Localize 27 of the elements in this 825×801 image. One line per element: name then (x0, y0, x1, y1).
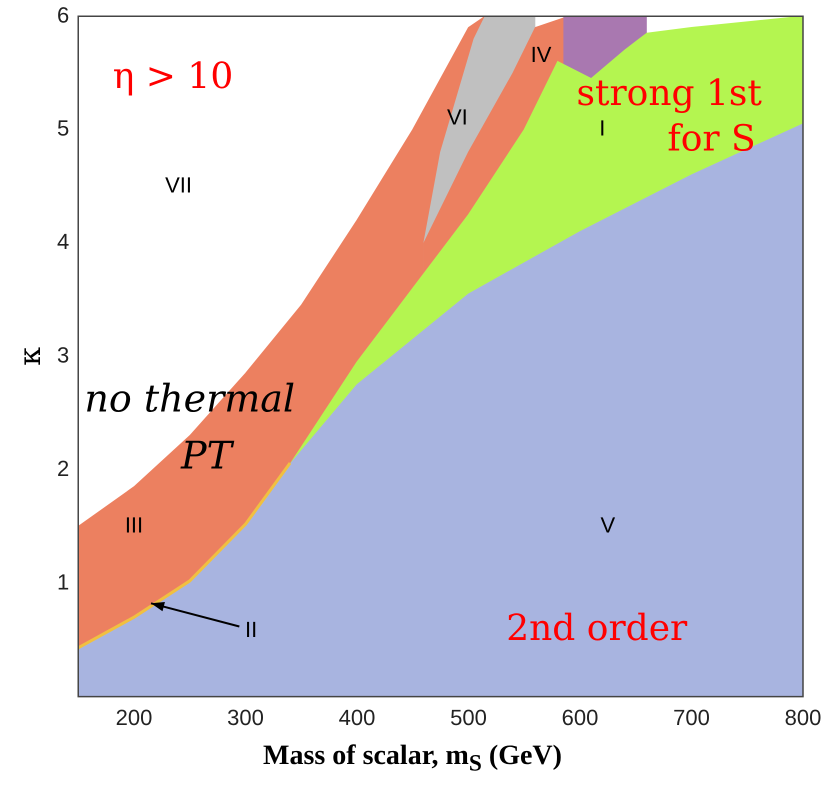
x-axis-title: Mass of scalar, m$_{S}$ (GeV) (262, 740, 563, 778)
annotation: 2nd order (506, 608, 688, 650)
y-axis-title: κ (12, 346, 48, 366)
y-tick-label: 4 (56, 229, 70, 254)
y-tick-label: 5 (56, 116, 70, 141)
x-tick-label: 800 (784, 704, 822, 730)
x-tick-label: 200 (116, 704, 152, 730)
y-tick-label: 2 (56, 456, 70, 481)
y-tick-label: 6 (56, 2, 70, 28)
annotation: II (244, 616, 258, 642)
annotation: VII (165, 172, 192, 198)
annotation: I (599, 116, 606, 141)
annotation: for S (667, 118, 756, 160)
annotation: strong 1st (576, 72, 762, 114)
y-tick-label: 1 (56, 569, 70, 594)
x-tick-label: 500 (450, 704, 487, 730)
annotation: PT (180, 433, 235, 478)
x-tick-label: 400 (338, 704, 376, 730)
annotation: η > 10 (112, 56, 234, 97)
x-tick-label: 600 (562, 704, 598, 730)
y-tick-label: 3 (56, 342, 70, 368)
annotation: IV (530, 42, 552, 67)
annotation: VI (446, 104, 468, 130)
x-tick-label: 700 (673, 704, 710, 730)
x-tick-label: 300 (227, 704, 264, 730)
annotation: III (124, 512, 144, 538)
annotation: V (600, 512, 616, 538)
